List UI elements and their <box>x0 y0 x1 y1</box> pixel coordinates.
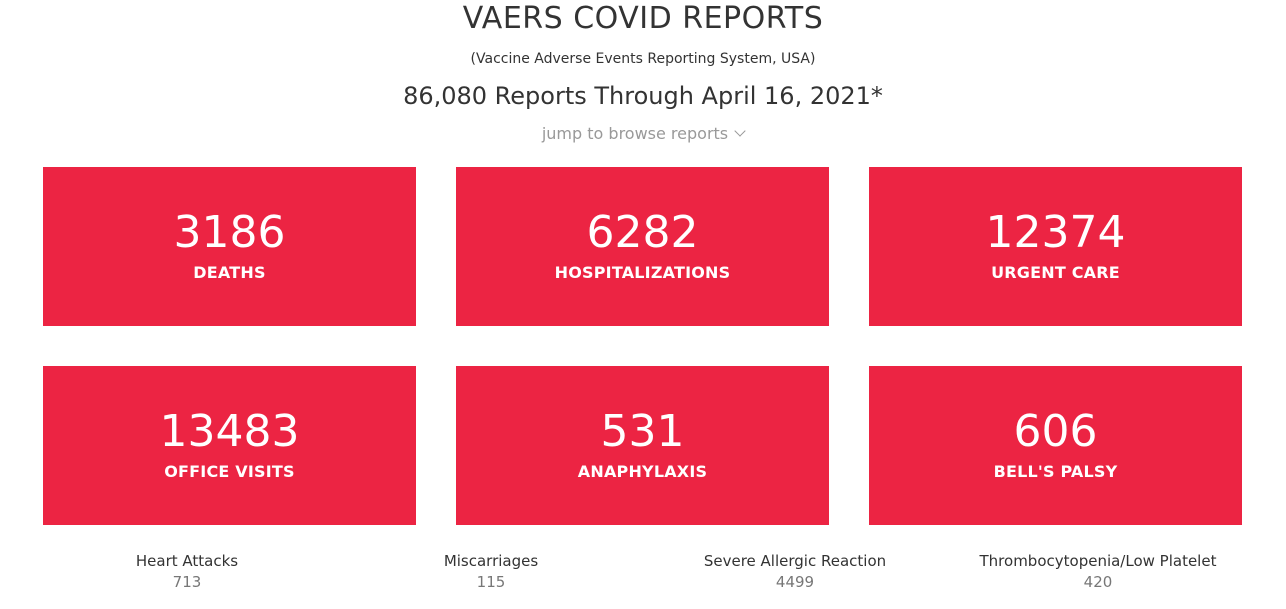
chevron-down-icon <box>734 125 746 137</box>
stat-card-urgent-care: 12374 URGENT CARE <box>869 167 1242 326</box>
stat-card-label: DEATHS <box>193 263 266 282</box>
stat-card-label: URGENT CARE <box>991 263 1120 282</box>
minor-stat-heart-attacks: Heart Attacks 713 <box>37 551 337 593</box>
minor-stat-label: Miscarriages <box>443 552 539 570</box>
minor-stat-value: 713 <box>172 573 202 591</box>
minor-stat-label: Severe Allergic Reaction <box>703 552 887 570</box>
stat-card-bells-palsy: 606 BELL'S PALSY <box>869 366 1242 525</box>
minor-stat-value: 420 <box>1083 573 1113 591</box>
reports-count-heading: 86,080 Reports Through April 16, 2021* <box>403 82 883 110</box>
stat-card-label: HOSPITALIZATIONS <box>554 263 731 282</box>
page-title: VAERS COVID REPORTS <box>462 1 824 36</box>
minor-stat-thrombocytopenia: Thrombocytopenia/Low Platelet 420 <box>948 551 1248 593</box>
stat-card-anaphylaxis: 531 ANAPHYLAXIS <box>456 366 829 525</box>
stat-card-value: 6282 <box>586 207 699 258</box>
minor-stat-label: Thrombocytopenia/Low Platelet <box>979 552 1217 570</box>
minor-stat-value: 115 <box>476 573 506 591</box>
minor-stat-severe-allergic-reaction: Severe Allergic Reaction 4499 <box>645 551 945 593</box>
stat-card-value: 531 <box>600 406 685 457</box>
stat-card-label: OFFICE VISITS <box>164 462 295 481</box>
stat-card-value: 12374 <box>985 207 1126 258</box>
stat-card-value: 3186 <box>173 207 286 258</box>
stat-card-label: BELL'S PALSY <box>993 462 1118 481</box>
stat-card-value: 606 <box>1013 406 1098 457</box>
stat-card-value: 13483 <box>159 406 300 457</box>
stat-card-deaths: 3186 DEATHS <box>43 167 416 326</box>
stat-card-hospitalizations: 6282 HOSPITALIZATIONS <box>456 167 829 326</box>
jump-to-browse-link[interactable]: jump to browse reports <box>0 123 1286 145</box>
minor-stat-value: 4499 <box>775 573 815 591</box>
jump-link-label: jump to browse reports <box>541 124 729 143</box>
minor-stat-label: Heart Attacks <box>135 552 239 570</box>
stat-card-label: ANAPHYLAXIS <box>577 462 708 481</box>
page-subtitle: (Vaccine Adverse Events Reporting System… <box>470 51 816 67</box>
minor-stat-miscarriages: Miscarriages 115 <box>341 551 641 593</box>
stat-card-office-visits: 13483 OFFICE VISITS <box>43 366 416 525</box>
